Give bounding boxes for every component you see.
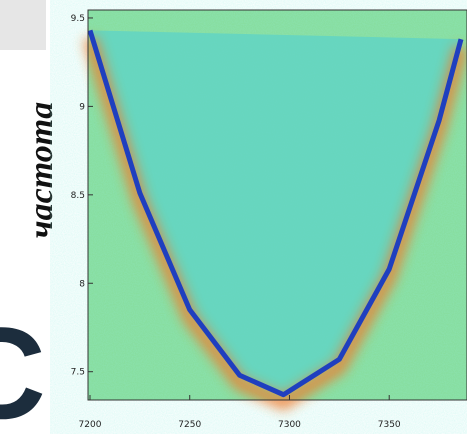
y-tick-label: 8: [79, 279, 85, 289]
y-axis-label: частота: [23, 102, 60, 238]
y-tick-label: 9.5: [71, 14, 85, 24]
x-tick-label: 7300: [278, 420, 301, 430]
x-tick-label: 7350: [378, 420, 401, 430]
y-tick-label: 9: [79, 102, 85, 112]
text-fragment: C: [0, 300, 46, 434]
glow: [83, 36, 467, 411]
plot-frame: [87, 9, 467, 401]
x-tick-label: 7250: [178, 420, 201, 430]
y-tick-label: 7.5: [71, 368, 85, 378]
plot: 7200 7250 7300 7350 7.5 8 8.5 9 9.5: [71, 9, 467, 430]
slide-box: [0, 0, 46, 50]
y-tick-label: 8.5: [71, 191, 85, 201]
x-tick-label: 7200: [79, 420, 102, 430]
curve: [87, 29, 464, 398]
